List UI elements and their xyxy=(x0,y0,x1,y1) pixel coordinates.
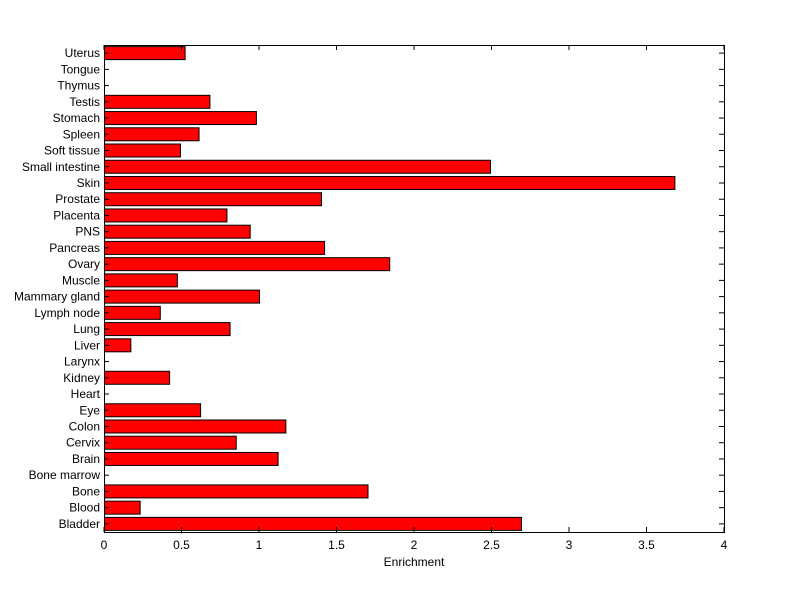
y-tick-label: Skin xyxy=(77,176,100,190)
bar-mammary-gland xyxy=(104,289,260,304)
y-tick-label: Cervix xyxy=(66,436,100,450)
bar-muscle xyxy=(104,273,178,288)
y-tick-label: Stomach xyxy=(53,111,100,125)
y-tick-label: Bladder xyxy=(59,517,100,531)
y-tick-label: Kidney xyxy=(63,371,100,385)
bar-small-intestine xyxy=(104,159,491,174)
x-tick-label: 1 xyxy=(256,538,263,552)
bar-eye xyxy=(104,403,202,418)
bar-prostate xyxy=(104,192,322,207)
y-tick-label: Colon xyxy=(69,419,100,433)
bar-uterus xyxy=(104,46,186,61)
x-tick-label: 0.5 xyxy=(173,538,190,552)
bar-pns xyxy=(104,224,251,239)
x-tick-label: 3.5 xyxy=(638,538,655,552)
y-tick-label: Eye xyxy=(79,403,100,417)
bar-lymph-node xyxy=(104,305,161,320)
bar-kidney xyxy=(104,370,171,385)
x-tick-label: 1.5 xyxy=(328,538,345,552)
y-tick-label: Uterus xyxy=(65,46,100,60)
y-tick-label: Lung xyxy=(73,322,100,336)
bar-cervix xyxy=(104,435,237,450)
bar-colon xyxy=(104,419,287,434)
bar-blood xyxy=(104,500,141,515)
x-axis-label: Enrichment xyxy=(384,555,445,569)
y-tick-label: Ovary xyxy=(68,257,100,271)
bar-bladder xyxy=(104,516,522,531)
y-tick-label: Brain xyxy=(72,452,100,466)
bar-spleen xyxy=(104,127,200,142)
y-tick-label: Heart xyxy=(71,387,101,401)
bar-skin xyxy=(104,175,676,190)
y-tick-label: Muscle xyxy=(62,273,100,287)
bar-brain xyxy=(104,451,279,466)
y-tick-label: Larynx xyxy=(64,355,100,369)
y-tick-label: Bone xyxy=(72,484,100,498)
y-tick-label: PNS xyxy=(75,225,100,239)
bars-group xyxy=(104,46,676,531)
y-tick-label: Blood xyxy=(69,501,100,515)
x-tick-label: 0 xyxy=(101,538,108,552)
bar-soft-tissue xyxy=(104,143,181,158)
bar-ovary xyxy=(104,257,391,272)
y-tick-label: Lymph node xyxy=(34,306,100,320)
x-tick-label: 2 xyxy=(411,538,418,552)
bar-placenta xyxy=(104,208,228,223)
y-tick-label: Small intestine xyxy=(22,160,100,174)
bar-pancreas xyxy=(104,240,326,255)
labels-group: Bladder Blood Bone Bone marrow Brain Cervix Co… xyxy=(14,46,728,552)
bar-testis xyxy=(104,94,211,109)
x-tick-label: 4 xyxy=(721,538,728,552)
y-tick-label: Soft tissue xyxy=(44,144,100,158)
y-tick-label: Prostate xyxy=(55,192,100,206)
plot-frame xyxy=(104,45,725,533)
y-tick-label: Bone marrow xyxy=(29,468,101,482)
bar-lung xyxy=(104,322,231,337)
y-tick-label: Thymus xyxy=(57,79,100,93)
x-tick-label: 3 xyxy=(566,538,573,552)
x-tick-label: 2.5 xyxy=(483,538,500,552)
y-tick-label: Placenta xyxy=(53,208,100,222)
y-tick-label: Tongue xyxy=(61,62,101,76)
y-tick-label: Testis xyxy=(69,95,100,109)
bar-stomach xyxy=(104,111,257,126)
y-tick-label: Liver xyxy=(74,338,100,352)
y-tick-label: Pancreas xyxy=(49,241,100,255)
y-tick-label: Mammary gland xyxy=(14,290,100,304)
bar-bone xyxy=(104,484,369,499)
y-tick-label: Spleen xyxy=(63,127,100,141)
